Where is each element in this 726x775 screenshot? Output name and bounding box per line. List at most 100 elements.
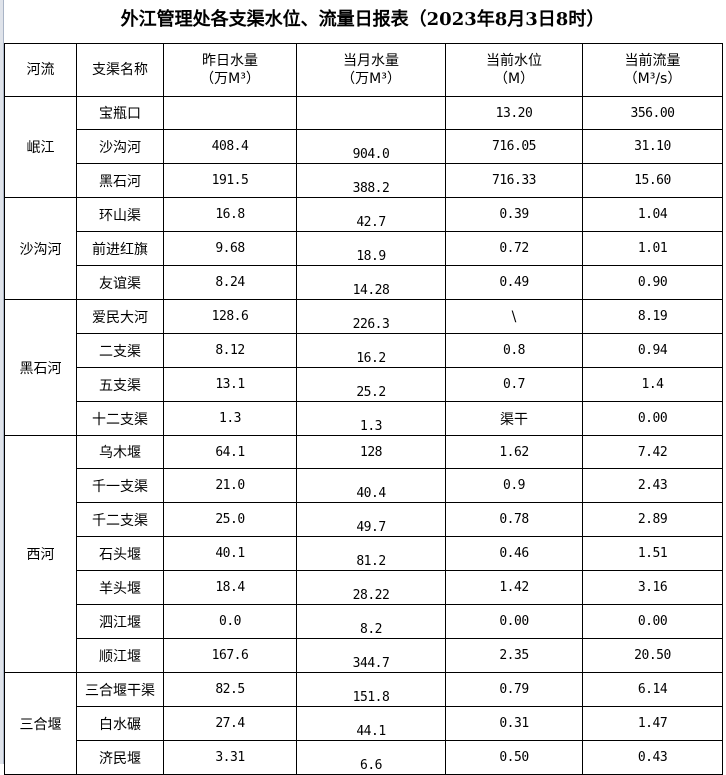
header-unit: （M³/s） (623, 71, 682, 87)
yesterday-volume-cell: 1.3 (163, 401, 297, 436)
branch-name-cell: 白水碾 (76, 706, 164, 741)
yesterday-volume-cell: 167.6 (163, 638, 297, 673)
table-row: 泗江堰 0.0 8.2 0.00 0.00 (5, 604, 723, 639)
header-branch: 支渠名称 (76, 43, 164, 97)
branch-name-cell: 千二支渠 (76, 502, 164, 537)
yesterday-volume-cell: 3.31 (163, 740, 297, 775)
table-row: 岷江 宝瓶口 13.20 356.00 (4, 96, 723, 198)
current-level-cell: 716.33 (445, 163, 583, 198)
header-label: 当月水量 (343, 53, 399, 69)
current-level-cell: 0.50 (445, 740, 583, 775)
table-row: 五支渠 13.1 25.2 0.7 1.4 (5, 367, 723, 402)
current-level-cell: 1.42 (445, 570, 583, 605)
branch-name-cell: 泗江堰 (76, 604, 164, 639)
month-volume-cell: 49.7 (296, 502, 446, 537)
table-row: 二支渠 8.12 16.2 0.8 0.94 (5, 333, 723, 368)
table-row: 西河 乌木堰 64.1 128 1.62 7.42 (4, 435, 723, 673)
current-flow-cell: 8.19 (582, 299, 723, 334)
table-row: 千二支渠 25.0 49.7 0.78 2.89 (5, 502, 723, 537)
current-flow-cell: 1.4 (582, 367, 723, 402)
table-row: 前进红旗 9.68 18.9 0.72 1.01 (5, 231, 723, 266)
current-flow-cell: 356.00 (582, 96, 723, 130)
table-row: 黑石河 爱民大河 128.6 226.3 \ 8.19 (4, 299, 723, 436)
current-level-cell: 0.46 (445, 536, 583, 571)
current-flow-cell: 2.43 (582, 468, 723, 503)
month-volume-cell (296, 96, 446, 130)
current-flow-cell: 1.51 (582, 536, 723, 571)
month-volume-cell: 18.9 (296, 231, 446, 266)
current-flow-cell: 1.47 (582, 706, 723, 741)
current-level-cell: 13.20 (445, 96, 583, 130)
current-flow-cell: 0.00 (582, 401, 723, 436)
month-volume-cell: 14.28 (296, 265, 446, 300)
table-row: 羊头堰 18.4 28.22 1.42 3.16 (5, 570, 723, 605)
report-table: 河流 支渠名称 昨日水量 （万M³） 当月水量 （万M³） 当前水位 （M） 当前流量 （M³/s… (4, 43, 723, 775)
river-cell: 岷江 (4, 96, 77, 198)
branch-name-cell: 黑石河 (76, 163, 164, 198)
yesterday-volume-cell: 13.1 (163, 367, 297, 402)
current-flow-cell: 0.00 (582, 604, 723, 639)
header-unit: （万M³） (200, 71, 260, 87)
header-label: 昨日水量 (202, 53, 258, 69)
current-level-cell: 0.8 (445, 333, 583, 368)
branch-name-cell: 石头堰 (76, 536, 164, 571)
current-flow-cell: 31.10 (582, 129, 723, 164)
branch-name-cell: 五支渠 (76, 367, 164, 402)
current-level-cell: 0.79 (445, 672, 583, 707)
current-flow-cell: 0.43 (582, 740, 723, 775)
month-volume-cell: 25.2 (296, 367, 446, 402)
table-row: 三合堰 三合堰干渠 82.5 151.8 0.79 6.14 (4, 672, 723, 775)
current-level-cell: 716.05 (445, 129, 583, 164)
header-river: 河流 (4, 43, 77, 97)
header-month-volume: 当月水量 （万M³） (296, 43, 446, 97)
header-label: 当前流量 (624, 53, 681, 69)
branch-name-cell: 爱民大河 (76, 299, 164, 334)
report-title: 外江管理处各支渠水位、流量日报表（2023年8月3日8时） (120, 9, 605, 30)
yesterday-volume-cell: 8.24 (163, 265, 297, 300)
header-label: 河流 (26, 62, 55, 78)
table-row: 济民堰 3.31 6.6 0.50 0.43 (5, 740, 723, 775)
current-flow-cell: 0.90 (582, 265, 723, 300)
current-level-cell: 0.7 (445, 367, 583, 402)
header-unit: （万M³） (341, 71, 401, 87)
current-level-cell: 1.62 (445, 435, 583, 469)
current-flow-cell: 2.89 (582, 502, 723, 537)
current-level-cell: 0.31 (445, 706, 583, 741)
yesterday-volume-cell: 25.0 (163, 502, 297, 537)
month-volume-cell: 344.7 (296, 638, 446, 673)
river-cell: 西河 (4, 435, 77, 673)
branch-name-cell: 十二支渠 (76, 401, 164, 436)
table-row: 白水碾 27.4 44.1 0.31 1.47 (5, 706, 723, 741)
yesterday-volume-cell: 40.1 (163, 536, 297, 571)
month-volume-cell: 388.2 (296, 163, 446, 198)
table-row: 十二支渠 1.3 1.3 渠干 0.00 (5, 401, 723, 436)
header-label: 支渠名称 (92, 62, 148, 78)
yesterday-volume-cell: 191.5 (163, 163, 297, 198)
yesterday-volume-cell: 64.1 (163, 435, 297, 469)
branch-name-cell: 二支渠 (76, 333, 164, 368)
header-yesterday-volume: 昨日水量 （万M³） (163, 43, 297, 97)
header-row: 河流 支渠名称 昨日水量 （万M³） 当月水量 （万M³） 当前水位 （M） 当前流量 （M³/s… (4, 43, 723, 97)
yesterday-volume-cell: 9.68 (163, 231, 297, 266)
header-current-flow: 当前流量 （M³/s） (582, 43, 723, 97)
yesterday-volume-cell (163, 96, 297, 130)
current-level-cell: 0.39 (445, 197, 583, 232)
month-volume-cell: 151.8 (296, 672, 446, 707)
current-level-cell: 0.49 (445, 265, 583, 300)
branch-name-cell: 友谊渠 (76, 265, 164, 300)
yesterday-volume-cell: 21.0 (163, 468, 297, 503)
current-level-cell: 2.35 (445, 638, 583, 673)
month-volume-cell: 128 (296, 435, 446, 469)
branch-name-cell: 环山渠 (76, 197, 164, 232)
yesterday-volume-cell: 27.4 (163, 706, 297, 741)
table-row: 沙沟河 408.4 904.0 716.05 31.10 (5, 129, 723, 164)
header-current-level: 当前水位 （M） (445, 43, 583, 97)
table-row: 友谊渠 8.24 14.28 0.49 0.90 (5, 265, 723, 300)
current-level-cell: 渠干 (445, 401, 583, 436)
month-volume-cell: 1.3 (296, 401, 446, 436)
current-level-cell: 0.00 (445, 604, 583, 639)
current-flow-cell: 6.14 (582, 672, 723, 707)
current-level-cell: \ (445, 299, 583, 334)
month-volume-cell: 40.4 (296, 468, 446, 503)
yesterday-volume-cell: 408.4 (163, 129, 297, 164)
